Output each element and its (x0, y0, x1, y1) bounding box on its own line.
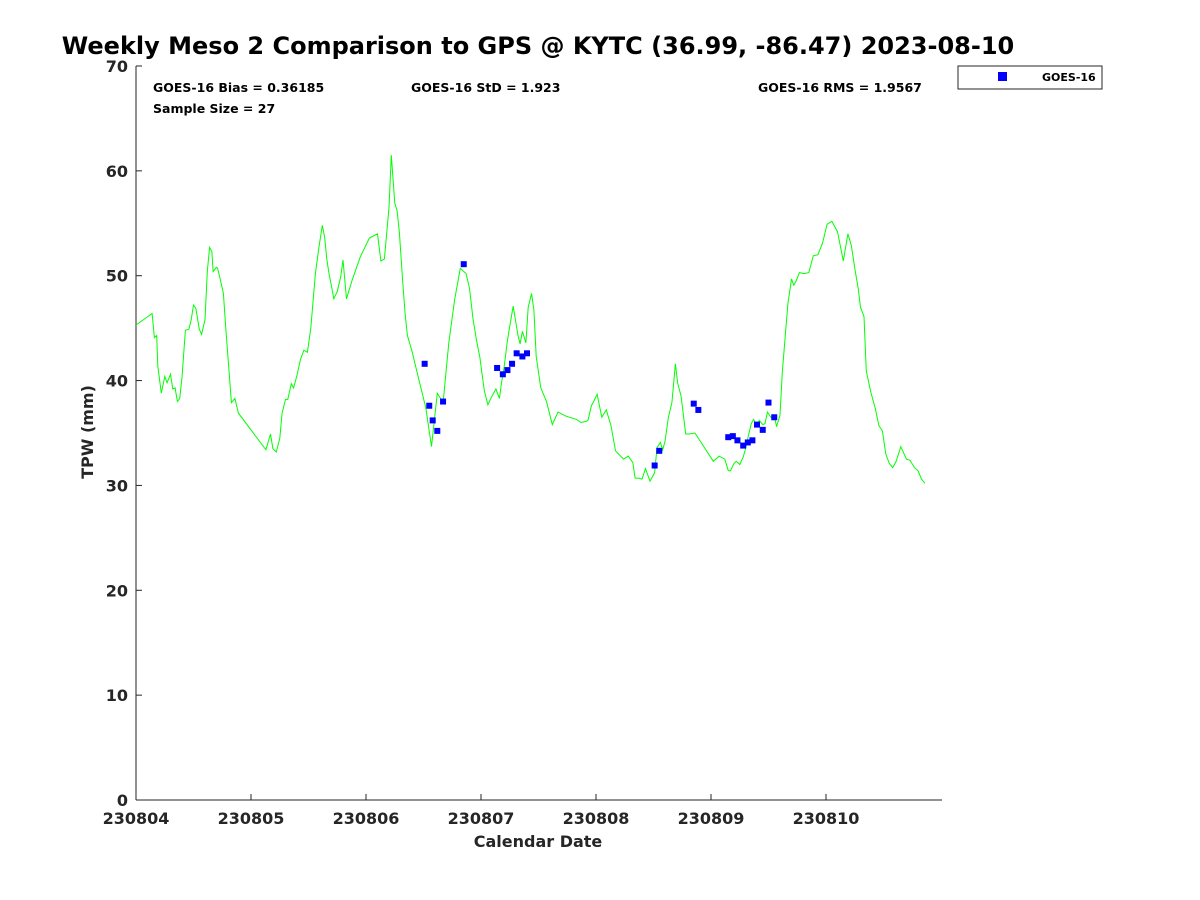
goes16-point (695, 406, 702, 413)
plot-area: 0 10 20 30 40 50 60 70 230804 230805 230806 230807… (103, 57, 942, 828)
y-tick-label: 20 (106, 581, 128, 600)
goes16-point (513, 350, 520, 357)
goes16-point (440, 398, 447, 405)
y-tick-label: 50 (106, 267, 128, 286)
goes16-point (509, 360, 516, 367)
y-axis-label: TPW (mm) (78, 385, 97, 479)
goes16-point (771, 414, 778, 421)
bias-stat: GOES-16 Bias = 0.36185 (153, 80, 324, 95)
gps-tpw-line (135, 155, 926, 484)
y-tick-label: 10 (106, 686, 128, 705)
y-tick-label: 60 (106, 162, 128, 181)
goes16-point (744, 439, 751, 446)
sample-size-stat: Sample Size = 27 (153, 101, 275, 116)
goes16-point (734, 437, 741, 444)
goes16-point (426, 402, 433, 409)
chart-title: Weekly Meso 2 Comparison to GPS @ KYTC (… (62, 32, 1014, 60)
goes16-point (656, 447, 663, 454)
y-tick-label: 0 (117, 791, 128, 810)
goes16-point (519, 353, 526, 360)
goes16-point (749, 437, 756, 444)
legend-marker-goes16 (998, 72, 1007, 81)
x-tick-label: 230808 (563, 809, 630, 828)
x-tick-label: 230810 (793, 809, 860, 828)
goes16-point (504, 367, 511, 374)
goes16-point (434, 427, 441, 434)
y-axis-ticks: 0 10 20 30 40 50 60 70 (106, 57, 142, 810)
goes16-point (494, 364, 501, 371)
goes16-point (725, 434, 732, 441)
goes16-point (765, 399, 772, 406)
x-tick-label: 230809 (678, 809, 745, 828)
x-axis-ticks: 230804 230805 230806 230807 230808 230809 2308… (103, 794, 860, 828)
goes16-point (729, 433, 736, 440)
goes16-point (524, 350, 530, 357)
goes16-point (651, 462, 658, 469)
goes16-point (759, 426, 766, 433)
x-tick-label: 230805 (218, 809, 285, 828)
stats-annotations: GOES-16 Bias = 0.36185 GOES-16 StD = 1.9… (153, 80, 922, 116)
y-tick-label: 40 (106, 372, 128, 391)
series-layer (135, 155, 926, 484)
goes16-point (429, 417, 436, 424)
goes16-point (754, 421, 760, 428)
y-tick-label: 70 (106, 57, 128, 76)
legend-label-goes16: GOES-16 (1042, 71, 1096, 84)
goes16-point (499, 371, 506, 378)
rms-stat: GOES-16 RMS = 1.9567 (758, 80, 922, 95)
goes16-point (690, 400, 697, 407)
x-axis-label: Calendar Date (474, 832, 603, 851)
goes16-point (460, 261, 467, 268)
x-tick-label: 230804 (103, 809, 170, 828)
std-stat: GOES-16 StD = 1.923 (411, 80, 560, 95)
goes16-point (421, 360, 428, 367)
goes16-point (740, 442, 747, 449)
y-tick-label: 30 (106, 476, 128, 495)
x-tick-label: 230807 (448, 809, 515, 828)
x-tick-label: 230806 (333, 809, 400, 828)
goes16-points (421, 261, 778, 469)
legend: GOES-16 (957, 65, 1103, 90)
legend-box (957, 65, 1103, 90)
